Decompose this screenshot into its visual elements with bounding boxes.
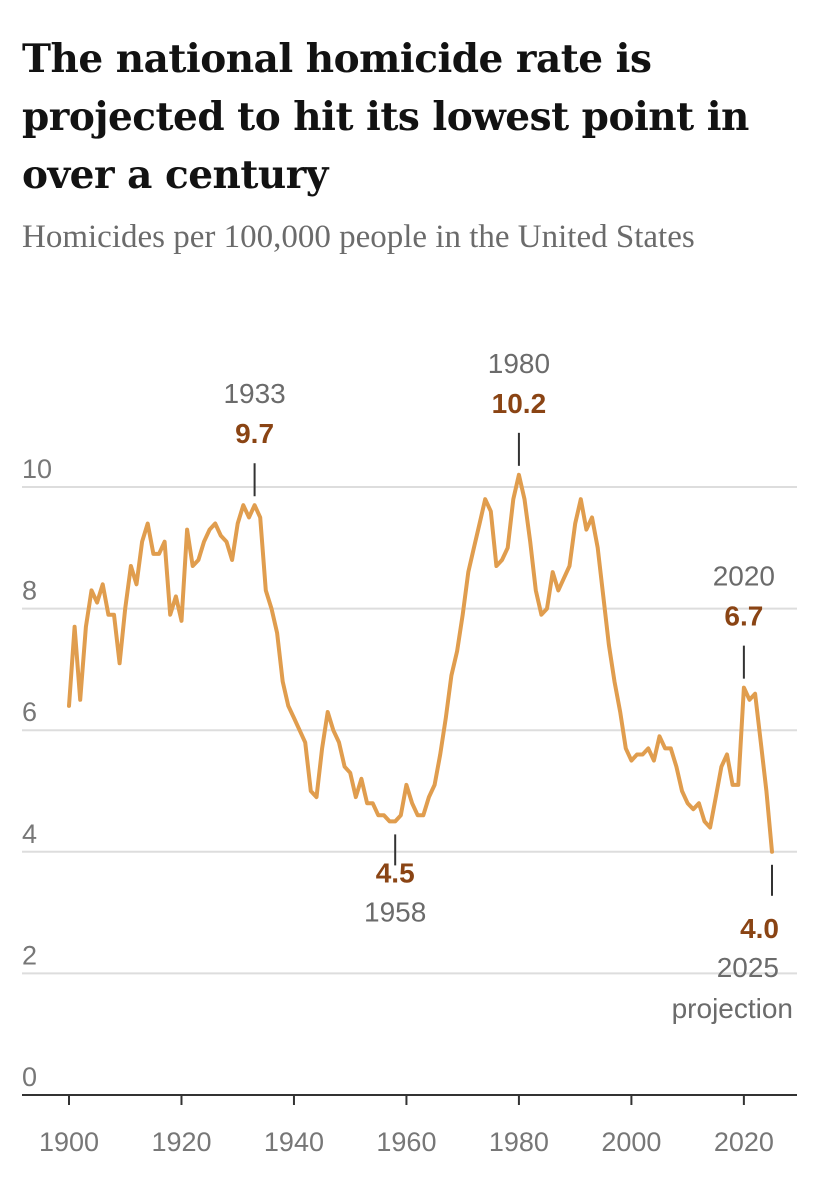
annotation-1933: 9.7 1933: [223, 378, 286, 497]
y-tick-label-8: 8: [22, 576, 37, 606]
annotation-year-1933: 1933: [223, 378, 285, 409]
annotation-1980: 10.2 1980: [488, 348, 550, 466]
annotation-year-1958: 1958: [364, 896, 426, 927]
annotations: 9.7 1933 10.2 1980 4.5 1958 6.7 2020 4.0 2025 proj…: [223, 348, 793, 1024]
series-layer: [67, 472, 774, 854]
annotation-year-2020: 2020: [713, 561, 775, 592]
y-tick-label-0: 0: [22, 1062, 37, 1092]
x-tick-label-2020: 2020: [714, 1127, 774, 1157]
x-tick-label-2000: 2000: [601, 1127, 661, 1157]
annotation-value-1958: 4.5: [376, 857, 415, 888]
x-tick-label-1920: 1920: [151, 1127, 211, 1157]
annotation-1958: 4.5 1958: [364, 834, 426, 927]
chart-subtitle: Homicides per 100,000 people in the Unit…: [22, 219, 695, 255]
x-tick-label-1960: 1960: [376, 1127, 436, 1157]
annotation-value-2020: 6.7: [724, 601, 763, 632]
y-tick-label-2: 2: [22, 940, 37, 970]
y-tick-label-4: 4: [22, 819, 37, 849]
y-tick-label-6: 6: [22, 697, 37, 727]
x-tick-label-1940: 1940: [264, 1127, 324, 1157]
annotation-value-2025: 4.0: [740, 913, 779, 944]
annotation-2020: 6.7 2020: [713, 561, 775, 679]
annotation-value-1980: 10.2: [492, 388, 547, 419]
x-tick-label-1980: 1980: [489, 1127, 549, 1157]
y-tick-label-10: 10: [22, 454, 52, 484]
gridlines: [22, 486, 797, 975]
series-line-homicide-rate: [67, 472, 774, 854]
x-tick-label-1900: 1900: [39, 1127, 99, 1157]
annotation-year-2025: 2025: [717, 952, 779, 983]
annotation-note-2025: projection: [672, 993, 793, 1024]
chart-title: The national homicide rate is projected …: [22, 36, 749, 198]
axes: 0 2 4 6 8 10 1900 1920 1940 1960 1980 2000 2020: [22, 454, 797, 1157]
annotation-value-1933: 9.7: [235, 418, 274, 449]
annotation-year-1980: 1980: [488, 348, 550, 379]
annotation-2025: 4.0 2025 projection: [672, 864, 793, 1024]
